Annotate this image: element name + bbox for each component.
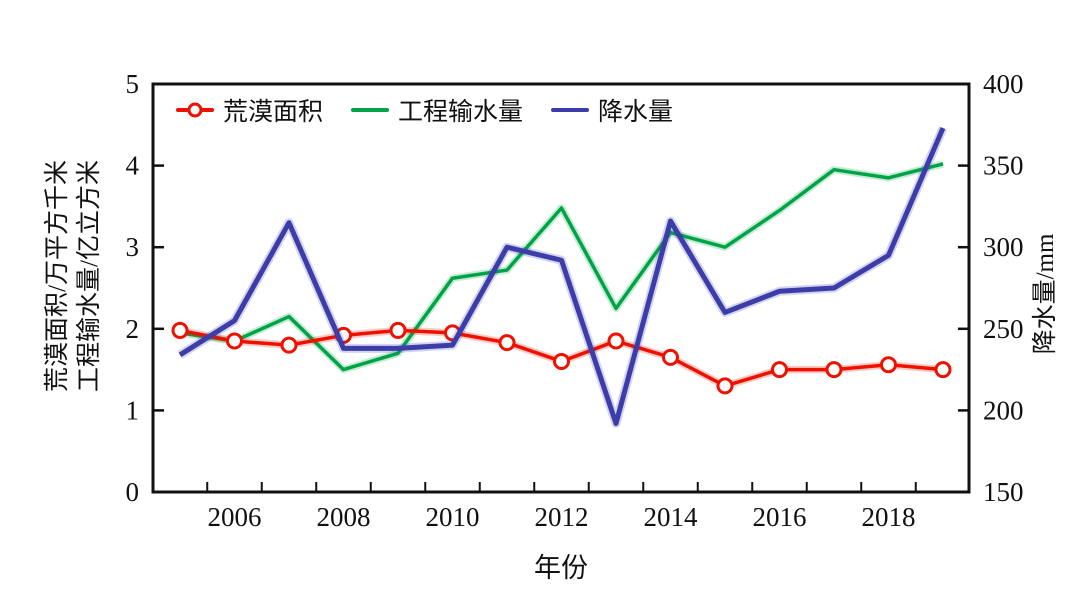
legend-item-荒漠面积: 荒漠面积 xyxy=(176,92,323,128)
x-tick-label: 2006 xyxy=(208,502,262,532)
marker-荒漠面积 xyxy=(607,332,625,350)
y-axis-title-left-line2: 工程输水量/亿立方米 xyxy=(76,160,103,392)
x-tick-label: 2010 xyxy=(426,502,480,532)
legend-label: 荒漠面积 xyxy=(223,99,324,126)
legend: 荒漠面积 工程输水量 降水量 xyxy=(176,92,673,128)
marker-荒漠面积 xyxy=(553,352,570,370)
left-tick-label: 4 xyxy=(126,151,140,181)
marker-荒漠面积 xyxy=(771,361,788,379)
y-axis-title-right: 降水量/mm xyxy=(1032,233,1059,355)
legend-label: 工程输水量 xyxy=(398,99,524,126)
left-tick-label: 3 xyxy=(126,232,140,262)
marker-荒漠面积 xyxy=(280,336,298,354)
marker-荒漠面积 xyxy=(389,321,407,339)
x-axis-title: 年份 xyxy=(534,553,588,583)
right-tick-label: 300 xyxy=(983,232,1024,262)
x-tick-label: 2008 xyxy=(317,502,371,532)
x-tick-label: 2014 xyxy=(644,502,699,532)
left-tick-label: 5 xyxy=(126,69,140,99)
legend-item-降水量: 降水量 xyxy=(551,92,673,128)
y-axis-title-left-line1: 荒漠面积/万平方千米 xyxy=(44,160,71,392)
right-tick-label: 200 xyxy=(983,395,1024,425)
plot-border xyxy=(151,82,971,494)
left-tick-label: 2 xyxy=(126,314,140,344)
left-tick-label: 0 xyxy=(126,477,140,507)
marker-荒漠面积 xyxy=(880,356,897,374)
legend-line-icon xyxy=(351,108,390,112)
x-tick-label: 2018 xyxy=(862,502,916,532)
marker-荒漠面积 xyxy=(171,321,189,339)
marker-荒漠面积 xyxy=(498,334,516,352)
x-tick-label: 2012 xyxy=(535,502,589,532)
series-line-降水量 xyxy=(178,127,946,426)
marker-荒漠面积 xyxy=(716,377,734,395)
legend-line-icon xyxy=(551,108,590,112)
legend-swatch-icon xyxy=(551,102,590,118)
legend-item-工程输水量: 工程输水量 xyxy=(351,92,523,128)
series-line-工程输水量 xyxy=(179,162,944,372)
right-tick-label: 350 xyxy=(983,151,1024,181)
right-tick-label: 150 xyxy=(983,477,1024,507)
legend-marker-icon xyxy=(187,102,203,118)
legend-swatch-icon xyxy=(176,102,214,118)
marker-荒漠面积 xyxy=(662,348,679,366)
marker-荒漠面积 xyxy=(226,332,243,350)
right-tick-label: 400 xyxy=(983,69,1024,99)
left-tick-label: 1 xyxy=(126,395,140,425)
legend-swatch-icon xyxy=(351,102,390,118)
marker-荒漠面积 xyxy=(934,361,952,379)
right-tick-label: 250 xyxy=(983,314,1024,344)
x-tick-label: 2016 xyxy=(753,502,807,532)
marker-荒漠面积 xyxy=(825,361,843,379)
legend-label: 降水量 xyxy=(598,99,674,126)
